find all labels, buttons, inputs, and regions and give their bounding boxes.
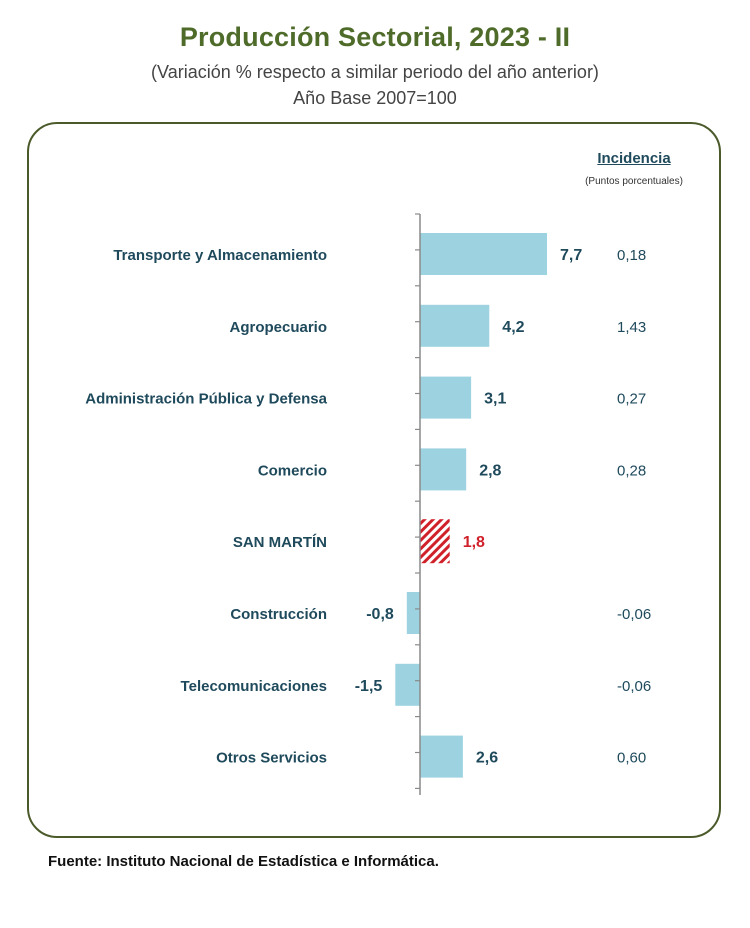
chart-title: Producción Sectorial, 2023 - II	[179, 22, 571, 52]
chart-subtitle: (Variación % respecto a similar periodo …	[151, 62, 599, 82]
incidence-value: 1,43	[617, 319, 646, 336]
bar	[420, 376, 472, 419]
value-label: -1,5	[355, 678, 383, 695]
category-label: Transporte y Almacenamiento	[113, 247, 327, 264]
incidence-value: 0,28	[617, 462, 646, 479]
value-label: 1,8	[463, 534, 485, 551]
bar	[420, 304, 490, 347]
base-year-note: Año Base 2007=100	[293, 88, 457, 108]
incidence-value: -0,06	[617, 606, 651, 623]
value-label: 2,8	[479, 462, 501, 479]
source-note: Fuente: Instituto Nacional de Estadístic…	[48, 853, 439, 870]
incidence-subheading: (Puntos porcentuales)	[585, 176, 683, 187]
category-label: Agropecuario	[229, 319, 327, 336]
value-label: -0,8	[366, 606, 394, 623]
value-label: 3,1	[484, 391, 506, 408]
bar	[395, 663, 421, 706]
bar	[420, 448, 467, 491]
incidence-value: -0,06	[617, 678, 651, 695]
bar	[420, 735, 463, 778]
chart-panel	[27, 122, 721, 838]
category-label: Administración Pública y Defensa	[85, 391, 327, 408]
bar	[420, 519, 450, 564]
category-label: SAN MARTÍN	[233, 534, 327, 551]
value-label: 4,2	[502, 319, 524, 336]
bar	[420, 233, 547, 275]
value-label: 2,6	[476, 750, 498, 767]
category-label: Construcción	[230, 606, 327, 623]
category-label: Otros Servicios	[216, 750, 327, 767]
bar	[406, 592, 420, 634]
incidence-value: 0,18	[617, 247, 646, 264]
value-label: 7,7	[560, 247, 582, 264]
incidence-value: 0,60	[617, 750, 646, 767]
category-label: Comercio	[258, 462, 327, 479]
incidence-value: 0,27	[617, 391, 646, 408]
incidence-heading: Incidencia	[597, 150, 671, 167]
category-label: Telecomunicaciones	[181, 678, 327, 695]
